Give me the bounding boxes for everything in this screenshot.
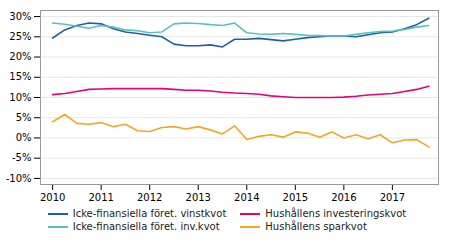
svg-text:-5%: -5% xyxy=(12,152,31,163)
html-text:Hushållens investeringskvot: Hushållens investeringskvot xyxy=(265,208,407,219)
html-text:Icke-finansiella föret. inv.kv: Icke-finansiella föret. inv.kvot xyxy=(72,221,220,232)
svg-text:2013: 2013 xyxy=(186,192,211,203)
svg-text:25%: 25% xyxy=(9,31,31,42)
svg-text:15%: 15% xyxy=(9,71,31,82)
svg-text:20%: 20% xyxy=(9,51,31,62)
html-text:Icke-finansiella föret. vinstk: Icke-finansiella föret. vinstkvot xyxy=(72,208,227,219)
svg-text:2012: 2012 xyxy=(137,192,162,203)
svg-text:30%: 30% xyxy=(9,11,31,22)
svg-text:2016: 2016 xyxy=(331,192,356,203)
svg-text:-10%: -10% xyxy=(6,173,32,184)
svg-text:2015: 2015 xyxy=(283,192,308,203)
html-text:Hushållens sparkvot: Hushållens sparkvot xyxy=(265,221,367,232)
svg-text:10%: 10% xyxy=(9,92,31,103)
svg-text:2017: 2017 xyxy=(380,192,405,203)
svg-text:0%: 0% xyxy=(16,132,32,143)
svg-text:2010: 2010 xyxy=(40,192,65,203)
svg-text:2011: 2011 xyxy=(88,192,113,203)
svg-text:5%: 5% xyxy=(16,112,32,123)
svg-text:2014: 2014 xyxy=(234,192,259,203)
